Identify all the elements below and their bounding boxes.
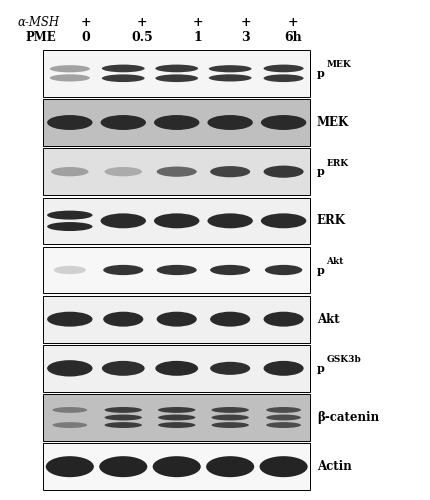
Text: 0: 0 [82, 31, 90, 44]
Ellipse shape [101, 361, 144, 376]
Ellipse shape [211, 407, 248, 413]
Ellipse shape [157, 312, 196, 326]
Text: p: p [316, 264, 324, 276]
Text: p: p [316, 363, 324, 374]
Ellipse shape [263, 64, 303, 72]
Ellipse shape [104, 407, 141, 413]
Ellipse shape [101, 74, 144, 82]
Ellipse shape [103, 265, 143, 275]
Ellipse shape [100, 214, 146, 228]
Text: β-catenin: β-catenin [316, 411, 378, 424]
Ellipse shape [47, 312, 92, 326]
Text: +: + [137, 16, 147, 29]
Text: +: + [81, 16, 91, 29]
Text: ERK: ERK [326, 158, 347, 168]
Ellipse shape [47, 222, 92, 231]
Ellipse shape [210, 312, 250, 326]
Bar [43, 246, 310, 294]
Text: Actin: Actin [316, 460, 351, 473]
Ellipse shape [54, 266, 86, 274]
Ellipse shape [210, 166, 250, 177]
Text: 0.5: 0.5 [131, 31, 153, 44]
Bar [43, 345, 310, 392]
Ellipse shape [155, 64, 198, 72]
Ellipse shape [154, 115, 199, 130]
Ellipse shape [211, 422, 248, 428]
Ellipse shape [47, 210, 92, 220]
Ellipse shape [155, 361, 198, 376]
Text: p: p [316, 68, 324, 79]
Ellipse shape [158, 407, 195, 413]
Ellipse shape [51, 167, 88, 176]
Ellipse shape [263, 361, 303, 376]
Text: Akt: Akt [326, 257, 343, 266]
Bar [43, 394, 310, 441]
Ellipse shape [210, 265, 250, 275]
Text: 1: 1 [194, 31, 202, 44]
Ellipse shape [52, 407, 87, 413]
Bar [43, 99, 310, 146]
Ellipse shape [206, 456, 254, 477]
Bar [43, 296, 310, 343]
Text: Akt: Akt [316, 312, 338, 326]
Ellipse shape [49, 74, 89, 82]
Ellipse shape [208, 74, 251, 82]
Ellipse shape [158, 414, 195, 420]
Ellipse shape [266, 414, 300, 420]
Ellipse shape [47, 360, 92, 376]
Ellipse shape [157, 166, 196, 177]
Ellipse shape [210, 362, 250, 375]
Ellipse shape [99, 456, 147, 477]
Ellipse shape [154, 214, 199, 228]
Ellipse shape [260, 115, 306, 130]
Text: 6h: 6h [283, 31, 301, 44]
Text: α-MSH: α-MSH [17, 16, 59, 29]
Text: +: + [287, 16, 298, 29]
Ellipse shape [264, 265, 301, 275]
Text: GSK3b: GSK3b [326, 356, 360, 364]
Bar [43, 444, 310, 490]
Ellipse shape [100, 115, 146, 130]
Ellipse shape [263, 74, 303, 82]
Ellipse shape [208, 65, 251, 72]
Ellipse shape [103, 312, 143, 326]
Ellipse shape [157, 265, 196, 275]
Ellipse shape [155, 74, 198, 82]
Text: p: p [316, 166, 324, 177]
Ellipse shape [152, 456, 200, 477]
Ellipse shape [104, 422, 141, 428]
Text: MEK: MEK [316, 116, 348, 129]
Ellipse shape [263, 312, 303, 326]
Ellipse shape [52, 422, 87, 428]
Bar [43, 198, 310, 244]
Ellipse shape [158, 422, 195, 428]
Ellipse shape [207, 214, 252, 228]
Text: +: + [193, 16, 203, 29]
Ellipse shape [46, 456, 94, 477]
Ellipse shape [266, 422, 300, 428]
Ellipse shape [104, 167, 141, 176]
Text: ERK: ERK [316, 214, 345, 228]
Text: PME: PME [26, 31, 56, 44]
Bar [43, 148, 310, 195]
Ellipse shape [263, 166, 303, 177]
Text: 3: 3 [241, 31, 249, 44]
Ellipse shape [259, 456, 307, 477]
Ellipse shape [211, 414, 248, 420]
Text: +: + [240, 16, 250, 29]
Text: MEK: MEK [326, 60, 350, 70]
Bar [43, 50, 310, 96]
Ellipse shape [101, 64, 144, 72]
Ellipse shape [207, 115, 252, 130]
Ellipse shape [47, 115, 92, 130]
Ellipse shape [49, 65, 89, 72]
Ellipse shape [104, 414, 141, 420]
Ellipse shape [266, 407, 300, 413]
Ellipse shape [260, 214, 306, 228]
